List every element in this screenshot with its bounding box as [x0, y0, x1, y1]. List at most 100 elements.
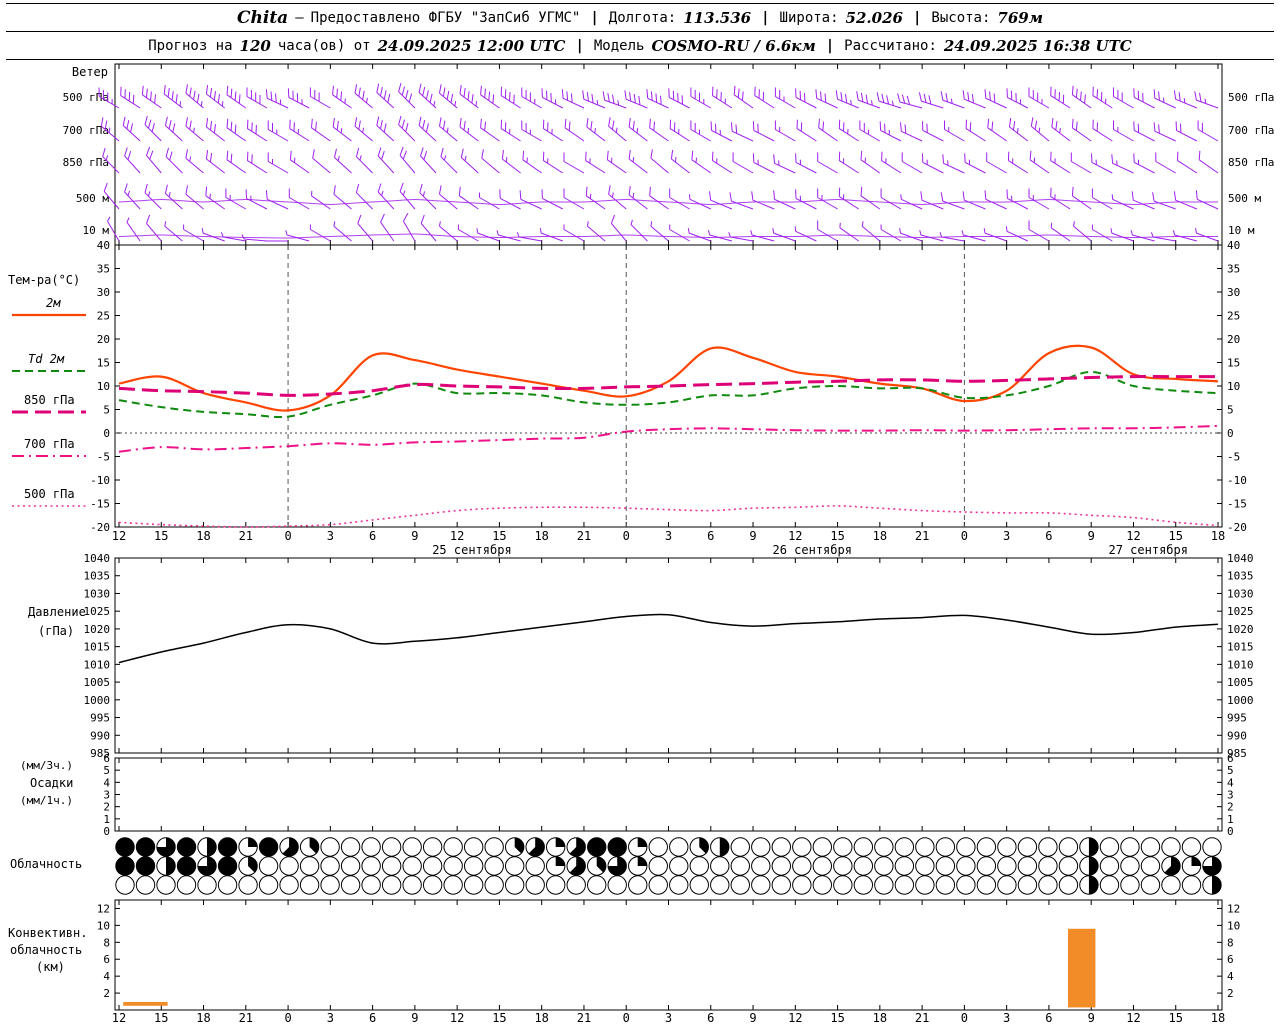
- svg-text:0: 0: [961, 1011, 968, 1024]
- svg-text:-10: -10: [90, 474, 110, 487]
- calc-time-value: 24.09.2025 16:38 UTC: [943, 36, 1132, 55]
- svg-text:6: 6: [1227, 752, 1234, 765]
- svg-text:4: 4: [1227, 776, 1234, 789]
- svg-text:985: 985: [90, 747, 110, 760]
- time-axis-bottom: 12 15 18 21 0 3 6 9 12 15 18 21 0 3 6 9 12 15 18 21 0 3 6 9 12 15…: [112, 1011, 1225, 1024]
- svg-text:6: 6: [707, 1011, 714, 1024]
- svg-text:3: 3: [1003, 529, 1010, 543]
- header-line-1: Chita — Предоставлено ФГБУ "ЗапСиб УГМС"…: [6, 3, 1274, 32]
- svg-text:6: 6: [707, 529, 714, 543]
- svg-text:500 м: 500 м: [76, 192, 109, 205]
- svg-text:10: 10: [97, 919, 110, 932]
- svg-text:1005: 1005: [1227, 676, 1254, 689]
- svg-text:-15: -15: [1227, 498, 1247, 511]
- svg-text:1040: 1040: [1227, 552, 1254, 565]
- svg-text:40: 40: [1227, 239, 1240, 252]
- svg-text:(гПа): (гПа): [38, 624, 74, 638]
- svg-text:2: 2: [103, 987, 110, 1000]
- svg-text:9: 9: [1088, 1011, 1095, 1024]
- svg-text:1035: 1035: [1227, 570, 1254, 583]
- svg-text:12: 12: [112, 529, 126, 543]
- svg-text:0: 0: [623, 1011, 630, 1024]
- svg-text:25: 25: [1227, 310, 1240, 323]
- svg-text:Ветер: Ветер: [72, 65, 108, 79]
- svg-text:9: 9: [749, 1011, 756, 1024]
- wind-panel: Ветер 500 гПа 500 гПа 700 гПа 700 гПа 850 гПа…: [63, 63, 1274, 246]
- svg-text:850 гПа: 850 гПа: [63, 156, 109, 169]
- svg-text:12: 12: [1227, 902, 1240, 915]
- svg-text:9: 9: [411, 529, 418, 543]
- station-name: Chita: [236, 7, 289, 28]
- provider-text: Предоставлено ФГБУ "ЗапСиб УГМС": [310, 9, 581, 26]
- svg-text:15: 15: [830, 1011, 844, 1024]
- svg-text:0: 0: [1227, 825, 1234, 838]
- svg-text:990: 990: [90, 729, 110, 742]
- svg-text:6: 6: [1045, 529, 1052, 543]
- svg-text:21: 21: [239, 529, 253, 543]
- svg-text:9: 9: [411, 1011, 418, 1024]
- cloudiness-panel: Облачность: [10, 837, 1222, 895]
- header-dash: —: [295, 9, 304, 26]
- svg-text:3: 3: [327, 529, 334, 543]
- svg-text:5: 5: [1227, 404, 1234, 417]
- svg-text:40: 40: [97, 239, 110, 252]
- svg-text:15: 15: [830, 529, 844, 543]
- svg-text:6: 6: [1227, 953, 1234, 966]
- temperature-panel: 40 40 35 35 30 30 25 25 20 20 15 15 10 10 5 5 0 0 -5 -5 -10 -…: [8, 239, 1247, 534]
- svg-text:3: 3: [327, 1011, 334, 1024]
- svg-text:-10: -10: [1227, 474, 1247, 487]
- svg-text:12: 12: [112, 1011, 126, 1024]
- time-axis-mid: 12 15 18 21 0 3 6 9 12 15 18 21 0 3 6 9 12 15 18 21 0 3 6 9 12 15…: [112, 529, 1225, 557]
- latitude-value: 52.026: [845, 8, 903, 27]
- svg-text:6: 6: [369, 529, 376, 543]
- svg-text:20: 20: [97, 333, 110, 346]
- svg-text:15: 15: [1227, 357, 1240, 370]
- svg-text:1015: 1015: [84, 641, 111, 654]
- svg-text:6: 6: [103, 752, 110, 765]
- svg-text:5: 5: [103, 404, 110, 417]
- svg-text:21: 21: [577, 529, 591, 543]
- svg-text:3: 3: [665, 1011, 672, 1024]
- svg-text:3: 3: [103, 789, 110, 802]
- svg-text:21: 21: [239, 1011, 253, 1024]
- svg-text:700 гПа: 700 гПа: [1228, 124, 1274, 137]
- svg-text:4: 4: [103, 776, 110, 789]
- svg-text:1: 1: [103, 813, 110, 826]
- svg-text:-5: -5: [1227, 451, 1240, 464]
- svg-text:1030: 1030: [1227, 587, 1254, 600]
- svg-text:700 гПа: 700 гПа: [24, 437, 75, 451]
- longitude-label: Долгота:: [608, 9, 677, 26]
- svg-text:8: 8: [103, 936, 110, 949]
- svg-text:1005: 1005: [84, 676, 111, 689]
- svg-text:990: 990: [1227, 729, 1247, 742]
- svg-text:15: 15: [1169, 529, 1183, 543]
- svg-text:Давление: Давление: [28, 605, 86, 619]
- separator: |: [575, 37, 584, 54]
- svg-text:850 гПа: 850 гПа: [1228, 156, 1274, 169]
- forecast-hours-value: 120: [239, 36, 271, 55]
- forecast-label: Прогноз на: [148, 37, 233, 54]
- svg-text:18: 18: [1211, 1011, 1225, 1024]
- svg-text:Td 2м: Td 2м: [28, 352, 65, 366]
- svg-text:0: 0: [1227, 427, 1234, 440]
- svg-text:4: 4: [1227, 970, 1234, 983]
- svg-text:Облачность: Облачность: [10, 857, 82, 871]
- svg-text:26 сентября: 26 сентября: [772, 543, 851, 557]
- svg-text:18: 18: [873, 1011, 887, 1024]
- svg-text:18: 18: [873, 529, 887, 543]
- svg-text:10: 10: [97, 380, 110, 393]
- altitude-label: Высота:: [931, 9, 991, 26]
- svg-text:0: 0: [103, 427, 110, 440]
- svg-text:6: 6: [369, 1011, 376, 1024]
- svg-text:995: 995: [1227, 712, 1247, 725]
- header-line-2: Прогноз на 120 часа(ов) от 24.09.2025 12…: [6, 32, 1274, 60]
- svg-text:(мм/1ч.): (мм/1ч.): [20, 794, 73, 807]
- svg-text:6: 6: [103, 953, 110, 966]
- svg-text:5: 5: [103, 764, 110, 777]
- svg-text:1: 1: [1227, 813, 1234, 826]
- svg-text:2: 2: [103, 801, 110, 814]
- svg-text:12: 12: [1126, 1011, 1140, 1024]
- svg-text:18: 18: [1211, 529, 1225, 543]
- longitude-value: 113.536: [683, 8, 752, 27]
